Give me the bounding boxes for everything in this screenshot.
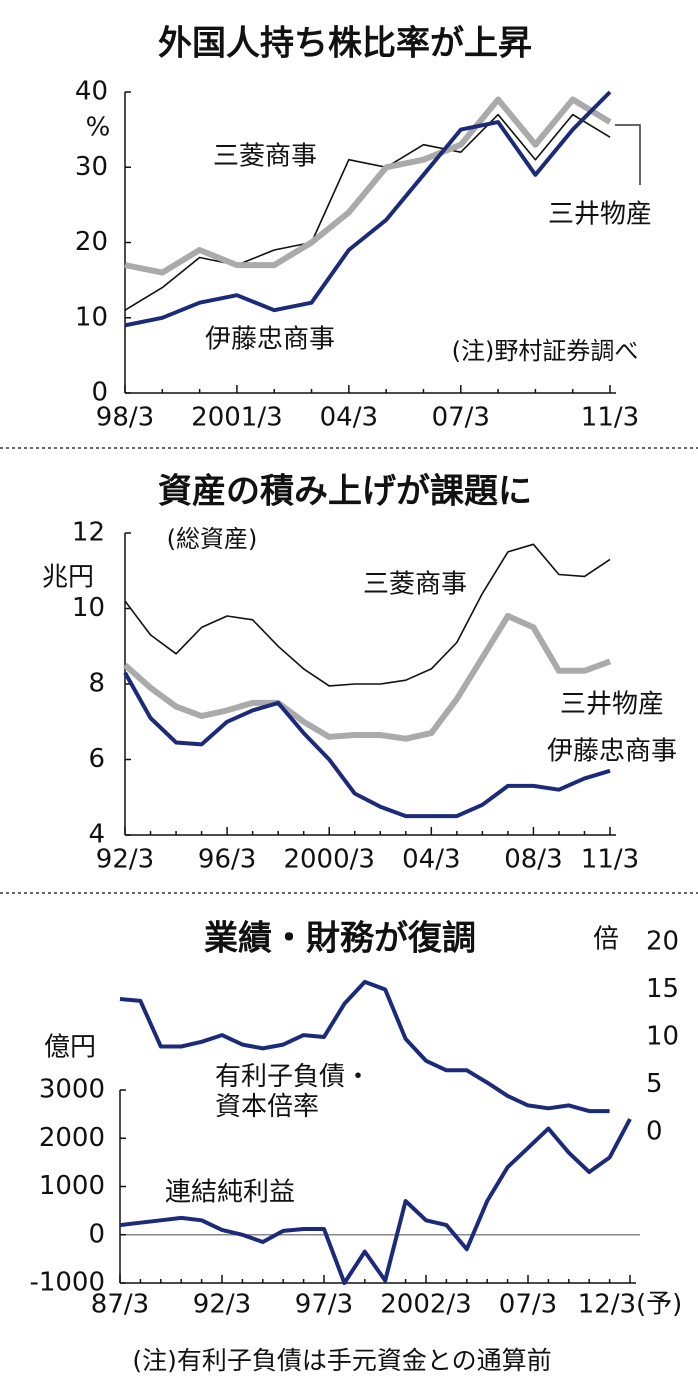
y-tick-label: 0 (91, 378, 108, 408)
x-tick-label: 07/3 (499, 1290, 557, 1320)
y-tick-label: -1000 (29, 1268, 105, 1298)
x-tick-label: 04/3 (402, 845, 460, 875)
y-tick-label: 1000 (39, 1171, 105, 1201)
y-tick-label: 40 (75, 77, 108, 107)
leader-line (615, 124, 641, 185)
y-tick-label: 8 (88, 669, 105, 699)
series-line (124, 90, 612, 328)
series-line (123, 613, 612, 742)
note: (注)野村証券調べ (452, 337, 639, 365)
y-label: % (86, 113, 111, 143)
series-line (119, 979, 610, 1114)
x-tick-label: 92/3 (193, 1290, 251, 1320)
x-tick-label: 12/3(予) (578, 1290, 683, 1320)
x-tick-label: 08/3 (504, 845, 562, 875)
series-label: 有利子負債・資本倍率 (215, 1062, 372, 1122)
x-tick-label: 11/3 (581, 845, 639, 875)
series-line (124, 96, 612, 276)
series-label: 三菱商事 (213, 142, 317, 172)
y-tick-label: 10 (75, 302, 108, 332)
y-label: 兆円 (42, 563, 94, 593)
y2-tick-label: 10 (646, 1022, 679, 1052)
note: (注)有利子負債は手元資金との通算前 (132, 1346, 551, 1375)
x-tick-label: 11/3 (581, 403, 639, 433)
x-tick-label: 96/3 (198, 845, 256, 875)
title: 業績・財務が復調 (204, 919, 476, 959)
y-tick-label: 4 (88, 820, 105, 850)
y-tick-label: 10 (72, 593, 105, 623)
subtitle: (総資産) (167, 525, 258, 553)
title: 外国人持ち株比率が上昇 (158, 24, 532, 64)
y-tick-label: 3000 (39, 1075, 105, 1105)
series-label: 伊藤忠商事 (547, 737, 677, 767)
y-tick-label: 6 (88, 744, 105, 774)
series-label: 伊藤忠商事 (205, 325, 335, 355)
y-tick-label: 30 (75, 152, 108, 182)
x-tick-label: 2002/3 (380, 1290, 471, 1320)
x-tick-label: 2001/3 (191, 403, 282, 433)
y-tick-label: 12 (72, 518, 105, 548)
series-line (124, 113, 611, 311)
y-tick-label: 2000 (39, 1123, 105, 1153)
x-tick-label: 2000/3 (283, 845, 374, 875)
x-tick-label: 04/3 (320, 403, 378, 433)
series-label: 三菱商事 (363, 570, 467, 600)
y2-tick-label: 15 (646, 974, 679, 1004)
series-line (119, 1118, 632, 1285)
series-line (124, 543, 611, 687)
y-label: 億円 (44, 1033, 96, 1063)
y2-label: 倍 (593, 925, 619, 955)
y2-tick-label: 20 (646, 927, 679, 957)
x-tick-label: 07/3 (432, 403, 490, 433)
y-tick-label: 20 (75, 227, 108, 257)
y2-tick-label: 0 (646, 1117, 663, 1147)
title: 資産の積み上げが課題に (158, 472, 532, 512)
series-label: 連結純利益 (165, 1178, 295, 1208)
x-tick-label: 92/3 (96, 845, 154, 875)
series-label: 三井物産 (548, 200, 652, 230)
y-tick-label: 0 (88, 1219, 105, 1249)
x-tick-label: 87/3 (91, 1290, 149, 1320)
y2-tick-label: 5 (646, 1069, 663, 1099)
x-tick-label: 97/3 (295, 1290, 353, 1320)
series-line (123, 671, 611, 819)
series-label: 三井物産 (560, 690, 664, 720)
x-tick-label: 98/3 (96, 403, 154, 433)
